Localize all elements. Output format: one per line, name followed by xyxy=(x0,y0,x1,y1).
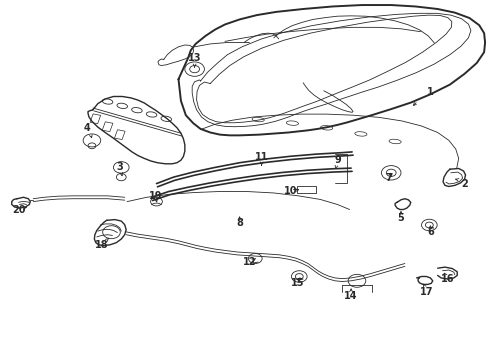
Text: 12: 12 xyxy=(242,257,256,267)
Text: 11: 11 xyxy=(254,152,268,162)
Text: 15: 15 xyxy=(290,278,304,288)
Text: 17: 17 xyxy=(419,287,432,297)
Text: 1: 1 xyxy=(426,87,433,97)
Text: 14: 14 xyxy=(344,291,357,301)
Text: 8: 8 xyxy=(236,218,243,228)
Text: 20: 20 xyxy=(12,204,25,215)
Bar xyxy=(297,186,315,193)
Text: 19: 19 xyxy=(148,191,162,201)
Text: 5: 5 xyxy=(397,213,404,223)
Text: 2: 2 xyxy=(460,179,467,189)
Text: 10: 10 xyxy=(284,186,297,196)
Text: 4: 4 xyxy=(83,123,90,133)
Text: 16: 16 xyxy=(440,274,453,284)
Text: 7: 7 xyxy=(385,173,391,183)
Text: 18: 18 xyxy=(95,240,108,250)
Text: 3: 3 xyxy=(116,162,123,172)
Text: 9: 9 xyxy=(333,155,340,165)
Text: 6: 6 xyxy=(426,227,433,237)
Bar xyxy=(114,130,125,140)
Text: 13: 13 xyxy=(187,53,201,63)
Bar xyxy=(90,114,101,124)
Bar xyxy=(102,122,113,132)
